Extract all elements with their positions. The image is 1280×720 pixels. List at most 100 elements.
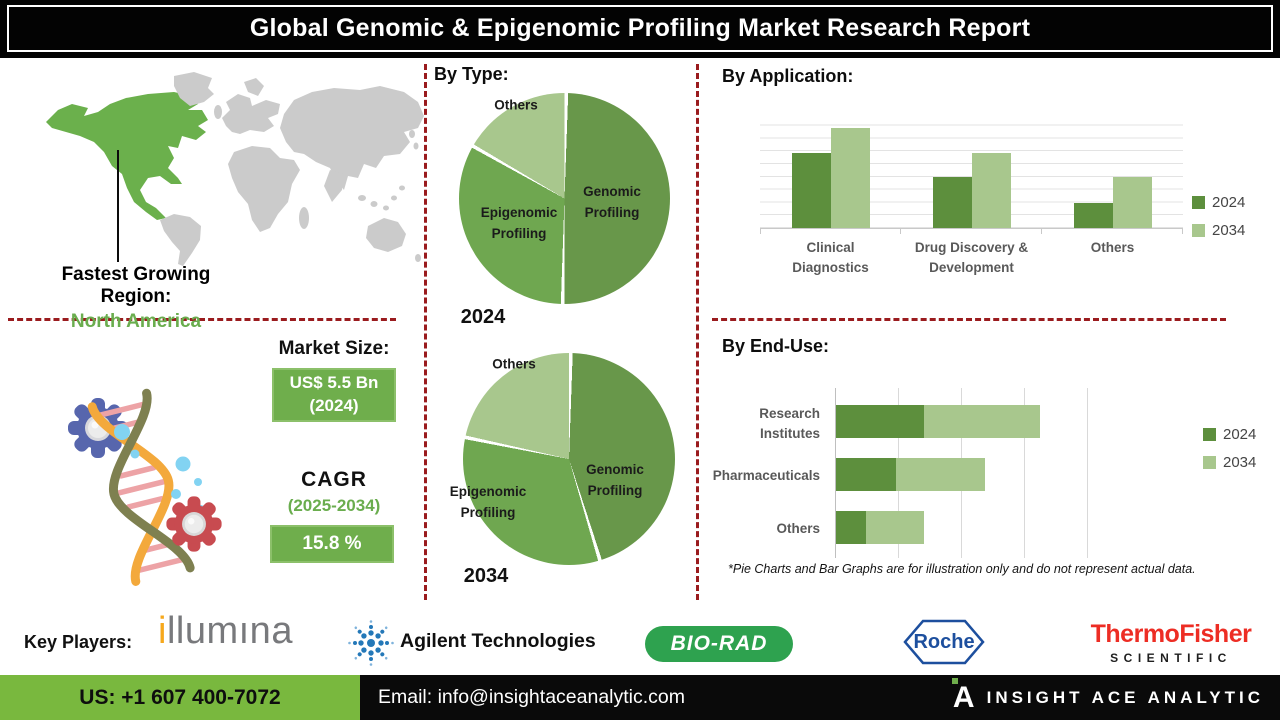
world-map [46, 72, 424, 266]
phone-number: US: +1 607 400-7072 [79, 685, 281, 709]
cagr-period: (2025-2034) [287, 496, 381, 515]
dna-strand-orange [87, 402, 174, 586]
end-use-label-others: Others [776, 521, 820, 536]
end-use-bar-pharmaceuticals [836, 458, 1088, 491]
dna-illustration [68, 388, 222, 586]
by-end-use-chart [835, 388, 1088, 558]
disclaimer-note: *Pie Charts and Bar Graphs are for illus… [728, 562, 1196, 576]
illumina-rest: llumına [166, 610, 293, 652]
category-others: Others [1090, 240, 1135, 255]
legend-2034: 2034 [1192, 222, 1245, 239]
vertical-divider-right [696, 64, 699, 600]
end-use-bar-research-institutes [836, 405, 1088, 438]
insight-ace-brand: A INSIGHT ACE ANALYTIC [951, 675, 1264, 720]
thermo-fisher-logo: ThermoFisher SCIENTIFIC [1085, 620, 1257, 665]
segment-research-2024 [836, 405, 925, 438]
bar-drug-discovery-2034 [971, 153, 1011, 228]
key-players-heading: Key Players: [24, 632, 133, 652]
bar-others-2034 [1112, 177, 1152, 228]
end-use-label-pharmaceuticals: Pharmaceuticals [712, 468, 820, 483]
legend-2034: 2034 [1203, 454, 1256, 471]
roche-logo: Roche [902, 617, 986, 667]
email-block: Email: info@insightaceanalytic.com [378, 675, 685, 720]
legend-swatch-2024 [1203, 428, 1216, 441]
section-by-end-use: By End-Use: [722, 336, 830, 356]
market-size-badge: US$ 5.5 Bn (2024) [272, 368, 396, 422]
horizontal-divider-left [8, 318, 396, 321]
end-use-bar-others [836, 511, 1088, 544]
end-use-label-research-institutes: Research Institutes [759, 406, 820, 441]
legend-2024: 2024 [1203, 426, 1256, 443]
insight-ace-wordmark: INSIGHT ACE ANALYTIC [986, 687, 1264, 707]
section-by-type: By Type: [434, 64, 509, 84]
bar-drug-discovery-2024 [932, 177, 972, 228]
segment-others-2034 [866, 511, 925, 544]
fastest-growing-region: Fastest Growing Region: North America [25, 264, 247, 333]
by-end-use-legend: 2024 2034 [1203, 426, 1256, 471]
pie-slice-label-epigenomic: Epigenomic Profiling [449, 484, 527, 520]
agilent-logo: Agilent Technologies [400, 630, 596, 652]
email-address: Email: info@insightaceanalytic.com [378, 686, 686, 708]
by-application-categories: Clinical Diagnostics Drug Discovery & De… [760, 238, 1183, 279]
logo-green-dot [951, 677, 958, 684]
legend-swatch-2024 [1192, 196, 1205, 209]
north-america-region [46, 92, 208, 220]
market-size-heading: Market Size: [278, 338, 390, 359]
bar-group-clinical-diagnostics [760, 113, 901, 234]
thermo-fisher-wordmark: ThermoFisher [1090, 620, 1252, 648]
market-size-year: (2024) [309, 396, 359, 415]
pie-year-2034: 2034 [463, 565, 509, 587]
gear-red-icon [166, 496, 222, 552]
horizontal-divider-right [712, 318, 1226, 321]
pie-slice-label-genomic: Genomic Profiling [586, 462, 644, 498]
insight-ace-logo-icon: A [951, 677, 975, 713]
illumina-i: i [158, 610, 167, 652]
thermo-fisher-scientific: SCIENTIFIC [1110, 651, 1232, 665]
bar-clinical-diagnostics-2034 [830, 127, 870, 228]
vertical-divider-left [424, 64, 427, 600]
illumina-logo: illumına [158, 610, 293, 653]
bar-others-2024 [1073, 202, 1113, 228]
pie-slice-label-genomic: Genomic Profiling [583, 184, 641, 220]
cagr-block: CAGR (2025-2034) 15.8 % [270, 468, 398, 563]
dna-helix [87, 388, 195, 586]
cagr-heading: CAGR [301, 468, 367, 491]
section-by-application: By Application: [722, 66, 854, 86]
cagr-badge: 15.8 % [270, 525, 394, 563]
title-frame: Global Genomic & Epigenomic Profiling Ma… [7, 5, 1273, 52]
category-drug-discovery: Drug Discovery & Development [914, 240, 1029, 276]
cagr-value: 15.8 % [302, 533, 362, 554]
pie-year-2024: 2024 [460, 306, 506, 328]
roche-hexagon-icon [903, 619, 985, 665]
footer-bar: US: +1 607 400-7072 Email: info@insighta… [0, 675, 1280, 720]
segment-pharma-2024 [836, 458, 897, 491]
agilent-starburst-icon [348, 620, 394, 666]
dna-strand-olive [109, 388, 195, 573]
pie-chart-2034: Others Genomic Profiling Epigenomic Prof… [450, 353, 675, 565]
title-bar: Global Genomic & Epigenomic Profiling Ma… [0, 0, 1280, 58]
bar-group-drug-discovery [901, 113, 1042, 234]
phone-block: US: +1 607 400-7072 [0, 675, 360, 720]
by-application-chart [760, 113, 1183, 234]
bar-group-others [1042, 113, 1183, 234]
map-pointer-line [117, 150, 119, 262]
region-heading: Fastest Growing Region: [61, 264, 211, 307]
segment-research-2034 [924, 405, 1041, 438]
legend-2024: 2024 [1192, 194, 1245, 211]
segment-others-2024 [836, 511, 867, 544]
bar-clinical-diagnostics-2024 [791, 153, 831, 228]
legend-swatch-2034 [1203, 456, 1216, 469]
pie-chart-2024: Others Genomic Profiling Epigenomic Prof… [459, 93, 670, 304]
category-clinical-diagnostics: Clinical Diagnostics [792, 240, 869, 276]
region-value: North America [70, 311, 202, 332]
legend-swatch-2034 [1192, 224, 1205, 237]
pie-slice-label-epigenomic: Epigenomic Profiling [480, 205, 558, 241]
segment-pharma-2034 [896, 458, 985, 491]
pie-slice-label-others: Others [494, 97, 538, 113]
market-size-value: US$ 5.5 Bn [289, 373, 379, 393]
page-title: Global Genomic & Epigenomic Profiling Ma… [249, 14, 1031, 42]
pie-slice-label-others: Others [492, 356, 536, 372]
bio-rad-logo: BIO-RAD [645, 626, 793, 662]
by-application-legend: 2024 2034 [1192, 194, 1245, 239]
